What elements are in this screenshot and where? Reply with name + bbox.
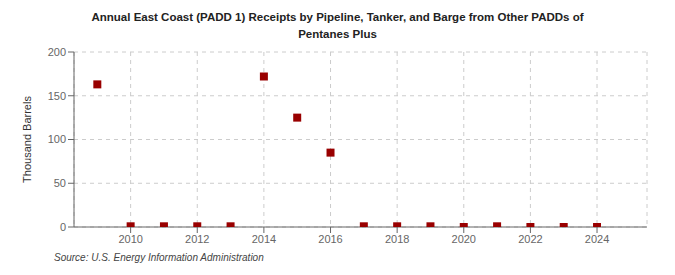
svg-text:2012: 2012 [185, 233, 209, 245]
svg-text:2010: 2010 [118, 233, 142, 245]
html-text:Annual East Coast (PADD 1) Rec: Annual East Coast (PADD 1) Receipts by P… [91, 11, 584, 23]
svg-text:2016: 2016 [318, 233, 342, 245]
html-text:Pentanes Plus: Pentanes Plus [298, 28, 377, 40]
svg-text:2020: 2020 [452, 233, 476, 245]
svg-text:2014: 2014 [252, 233, 276, 245]
svg-text:50: 50 [54, 177, 66, 189]
svg-text:150: 150 [48, 90, 66, 102]
svg-text:Thousand Barrels: Thousand Barrels [21, 96, 33, 183]
svg-text:100: 100 [48, 133, 66, 145]
svg-text:0: 0 [60, 221, 66, 233]
svg-text:2022: 2022 [518, 233, 542, 245]
html-text:Source: U.S. Energy Informatio: Source: U.S. Energy Information Administ… [54, 252, 264, 263]
svg-text:200: 200 [48, 46, 66, 58]
svg-text:2018: 2018 [385, 233, 409, 245]
svg-text:2024: 2024 [585, 233, 609, 245]
